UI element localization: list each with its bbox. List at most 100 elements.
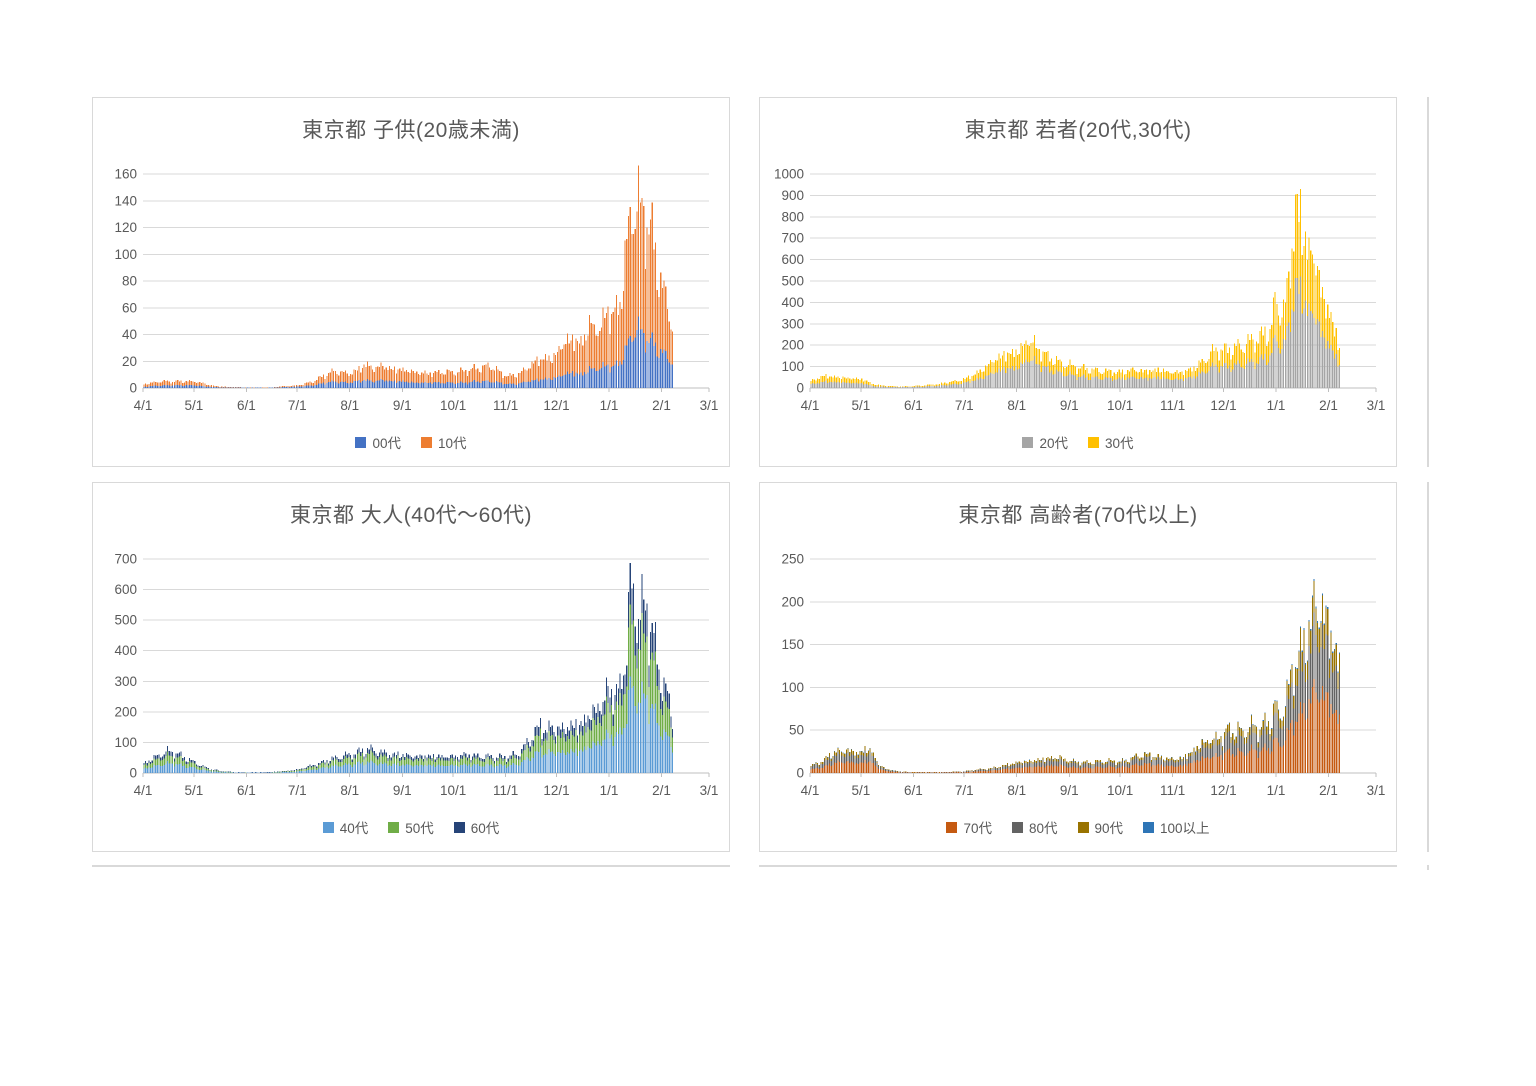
svg-text:4/1: 4/1 <box>134 398 153 413</box>
svg-text:5/1: 5/1 <box>184 783 203 798</box>
legend-label: 40代 <box>339 821 369 836</box>
svg-text:0: 0 <box>796 766 804 781</box>
legend-swatch-icon <box>421 436 432 448</box>
svg-text:1/1: 1/1 <box>600 783 619 798</box>
svg-text:600: 600 <box>114 582 137 597</box>
legend-label: 100以上 <box>1160 821 1210 836</box>
legend-label: 00代 <box>372 436 401 451</box>
chart-title: 東京都 子供(20歳未満) <box>302 119 520 142</box>
svg-text:3/1: 3/1 <box>1367 783 1386 798</box>
svg-text:100: 100 <box>781 680 804 695</box>
svg-text:700: 700 <box>781 231 804 246</box>
svg-text:900: 900 <box>781 188 804 203</box>
svg-text:12/1: 12/1 <box>543 783 569 798</box>
svg-text:10/1: 10/1 <box>1107 398 1133 413</box>
chart-title: 東京都 大人(40代〜60代) <box>289 504 533 527</box>
svg-text:800: 800 <box>781 209 804 224</box>
svg-text:200: 200 <box>781 338 804 353</box>
next-row-chart-panel-edge <box>1427 865 1429 870</box>
svg-text:600: 600 <box>781 252 804 267</box>
svg-text:12/1: 12/1 <box>1210 783 1236 798</box>
chart-plot: 0 100 200 300 400 500 600 700 4/1 5/1 6/1 7/1 8/1 9/1… <box>114 552 719 799</box>
chart-panel-young: 東京都 若者(20代,30代) 0 100 200 300 400 500 600 700 80… <box>759 97 1397 467</box>
legend-label: 80代 <box>1028 821 1058 836</box>
svg-text:10/1: 10/1 <box>1107 783 1133 798</box>
legend-swatch-icon <box>388 821 400 833</box>
svg-text:8/1: 8/1 <box>340 398 359 413</box>
legend-item: 20代 <box>1022 432 1068 452</box>
legend-label: 70代 <box>963 821 992 836</box>
legend-item: 80代 <box>1011 817 1058 837</box>
svg-text:1/1: 1/1 <box>1267 398 1286 413</box>
svg-text:8/1: 8/1 <box>340 783 359 798</box>
svg-text:11/1: 11/1 <box>493 783 518 798</box>
svg-text:150: 150 <box>781 637 804 652</box>
svg-text:7/1: 7/1 <box>955 398 974 413</box>
svg-text:4/1: 4/1 <box>801 398 820 413</box>
legend-swatch-icon <box>355 436 367 448</box>
legend-swatch-icon <box>946 821 958 833</box>
svg-text:100: 100 <box>114 735 137 750</box>
chart-plot: 0 20 40 60 80 100 120 140 160 4/1 5/1 6/1 7/1 8/1 9/1 1… <box>114 165 719 413</box>
svg-text:10/1: 10/1 <box>440 398 466 413</box>
svg-text:6/1: 6/1 <box>237 398 256 413</box>
svg-text:6/1: 6/1 <box>904 398 923 413</box>
legend-label: 10代 <box>438 436 467 451</box>
svg-text:9/1: 9/1 <box>1060 398 1079 413</box>
adjacent-chart-panel-edge <box>1427 97 1429 467</box>
legend-swatch-icon <box>453 821 465 833</box>
legend-item: 60代 <box>453 817 499 837</box>
svg-text:500: 500 <box>781 274 804 289</box>
legend-label: 20代 <box>1039 436 1068 451</box>
legend-item: 50代 <box>388 817 434 837</box>
legend-item: 90代 <box>1077 817 1124 837</box>
svg-text:400: 400 <box>114 643 137 658</box>
svg-text:500: 500 <box>114 613 137 628</box>
svg-text:9/1: 9/1 <box>1060 783 1079 798</box>
svg-text:4/1: 4/1 <box>134 783 153 798</box>
chart-title: 東京都 若者(20代,30代) <box>964 119 1192 142</box>
chart-legend: 00代 10代 <box>93 432 729 452</box>
svg-text:120: 120 <box>114 220 137 235</box>
svg-text:7/1: 7/1 <box>955 783 974 798</box>
svg-text:50: 50 <box>789 723 804 738</box>
svg-text:40: 40 <box>122 327 137 342</box>
svg-text:140: 140 <box>114 193 137 208</box>
chart-panel-children: 東京都 子供(20歳未満) 0 20 40 60 80 100 120 140 160 4/1 5/… <box>92 97 730 467</box>
chart-plot: 0 100 200 300 400 500 600 700 800 900 1000 4/1 5/1 6/… <box>774 167 1385 414</box>
svg-text:5/1: 5/1 <box>851 783 870 798</box>
svg-text:300: 300 <box>114 674 137 689</box>
svg-text:3/1: 3/1 <box>700 783 719 798</box>
svg-text:8/1: 8/1 <box>1007 783 1026 798</box>
legend-item: 40代 <box>322 817 369 837</box>
svg-text:11/1: 11/1 <box>1160 398 1185 413</box>
svg-text:0: 0 <box>129 381 137 396</box>
svg-text:3/1: 3/1 <box>700 398 719 413</box>
svg-text:5/1: 5/1 <box>184 398 203 413</box>
legend-label: 30代 <box>1105 436 1134 451</box>
legend-swatch-icon <box>1011 821 1023 833</box>
svg-text:20: 20 <box>122 354 137 369</box>
legend-swatch-icon <box>322 821 334 833</box>
svg-text:2/1: 2/1 <box>1319 398 1338 413</box>
chart-panel-adults: 東京都 大人(40代〜60代) 0 100 200 300 400 500 600 700 4/… <box>92 482 730 852</box>
svg-text:1/1: 1/1 <box>1267 783 1286 798</box>
svg-text:11/1: 11/1 <box>1160 783 1185 798</box>
legend-item: 00代 <box>355 432 401 452</box>
legend-label: 90代 <box>1094 821 1124 836</box>
svg-text:12/1: 12/1 <box>543 398 569 413</box>
svg-text:100: 100 <box>781 359 804 374</box>
legend-swatch-icon <box>1143 821 1155 833</box>
svg-text:4/1: 4/1 <box>801 783 820 798</box>
svg-text:160: 160 <box>114 167 137 182</box>
svg-text:7/1: 7/1 <box>288 783 307 798</box>
svg-text:0: 0 <box>796 381 804 396</box>
legend-swatch-icon <box>1077 821 1089 833</box>
chart-plot: 0 50 100 150 200 250 4/1 5/1 6/1 7/1 8/1 9/1 10/1 11/… <box>781 552 1386 799</box>
svg-text:200: 200 <box>114 704 137 719</box>
svg-text:80: 80 <box>122 274 137 289</box>
svg-text:11/1: 11/1 <box>493 398 518 413</box>
svg-text:100: 100 <box>114 247 137 262</box>
legend-swatch-icon <box>1088 436 1099 448</box>
legend-item: 70代 <box>946 817 992 837</box>
